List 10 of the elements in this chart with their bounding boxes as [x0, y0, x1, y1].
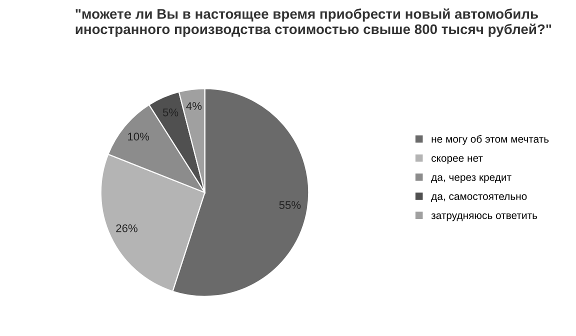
legend-label: да, через кредит	[431, 175, 512, 183]
chart-title: "можете ли Вы в настоящее время приобрести новый автомобиль иностранного производства стоимостью свыше 800 тысяч рублей?"	[76, 8, 552, 37]
data-label: 10%	[128, 132, 150, 141]
legend-label: затрудняюсь ответить	[431, 213, 538, 222]
data-label: 55%	[279, 201, 301, 209]
legend-label: не могу об этом мечтать	[432, 135, 549, 145]
data-label: 26%	[116, 224, 138, 232]
legend-label: да, самостоятельно	[431, 194, 527, 202]
legend-label: скорее нет	[432, 156, 483, 164]
data-label: 4%	[186, 102, 202, 110]
